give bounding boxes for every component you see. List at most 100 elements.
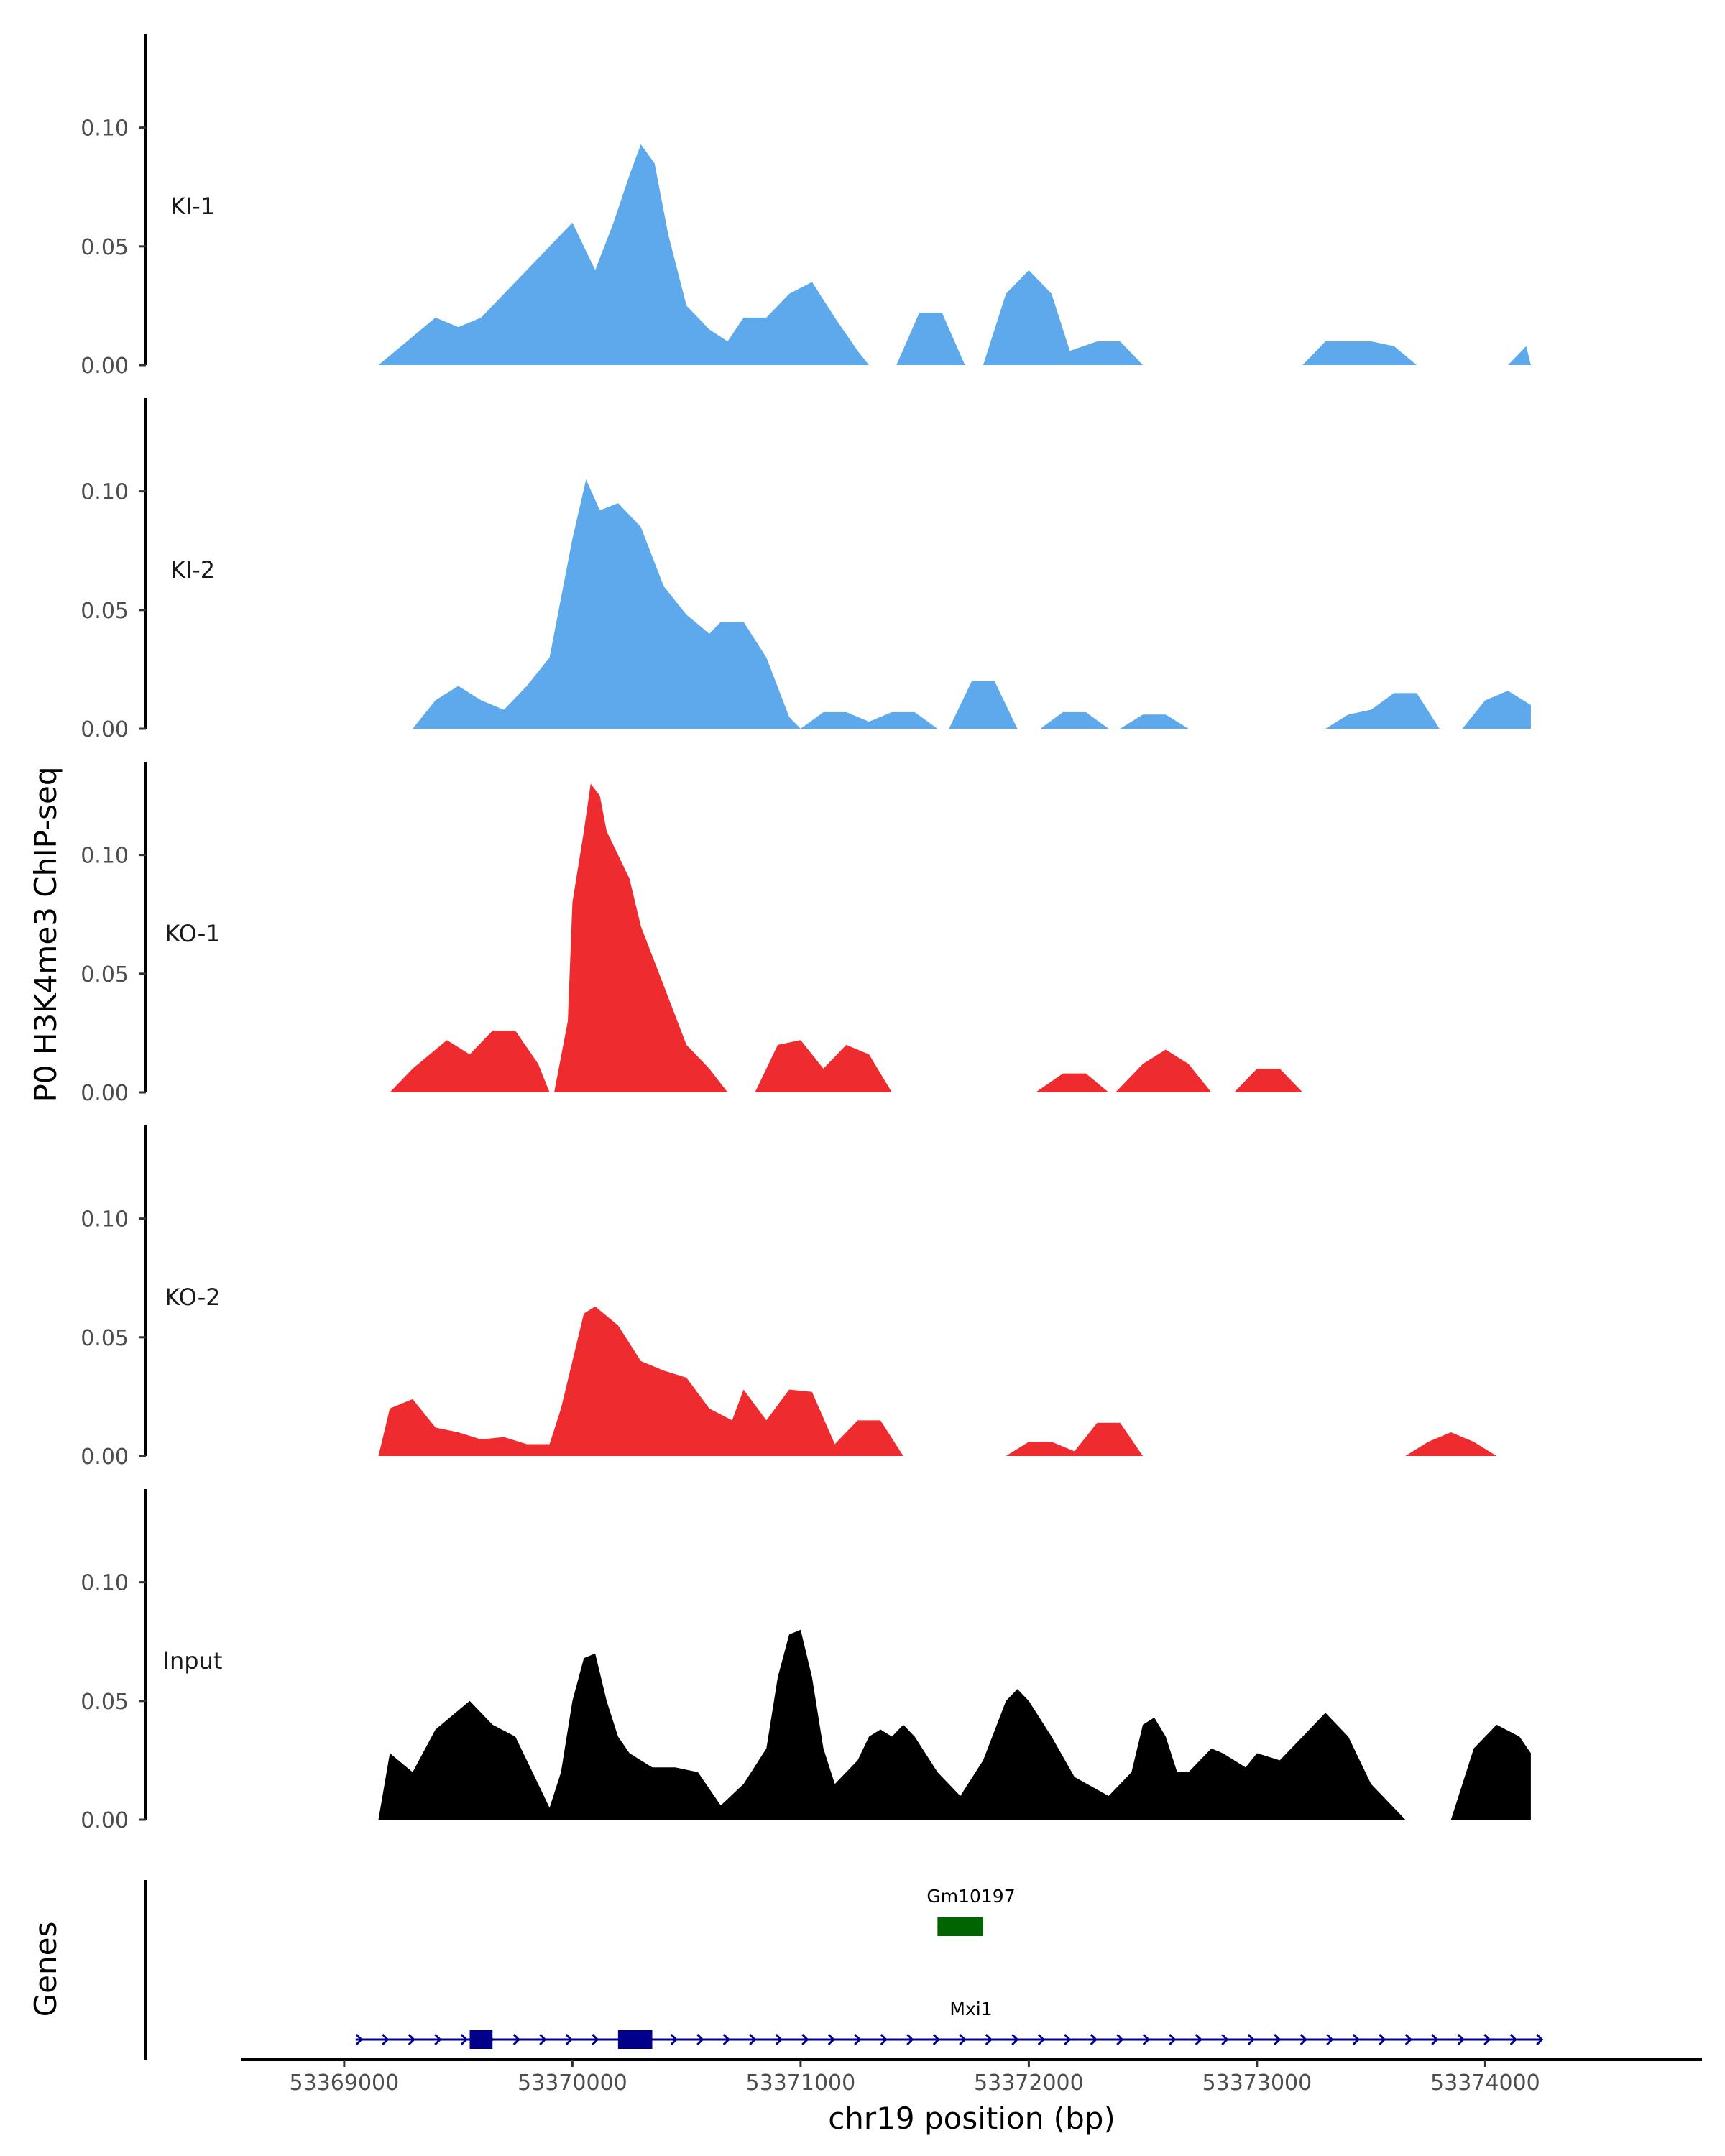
y-tick-label: 0.10: [80, 1571, 129, 1596]
genes-layer: Gm10197 Mxi1: [355, 1886, 1544, 2049]
signal-area: [378, 1306, 903, 1456]
track-label: KI-2: [170, 556, 215, 584]
strand-arrow: [985, 2033, 993, 2046]
x-ticks: 53369000 53370000 53371000 53372000 53373000…: [290, 2060, 1540, 2096]
gene-label: Mxi1: [949, 1999, 992, 2019]
exon: [617, 2030, 653, 2049]
signal-area: [1035, 1073, 1109, 1092]
strand-arrow: [1326, 2033, 1334, 2046]
signal-area: [1116, 1049, 1212, 1092]
x-tick-label: 53369000: [290, 2070, 400, 2096]
strand-arrow: [1247, 2033, 1255, 2046]
y-tick-label: 0.00: [80, 1445, 129, 1470]
strand-arrow: [1142, 2033, 1150, 2046]
signal-area: [1302, 341, 1417, 365]
y-tick-label: 0.05: [80, 962, 129, 987]
strand-arrow: [434, 2033, 442, 2046]
y-tick-label: 0.00: [80, 354, 129, 379]
track-label: KO-2: [165, 1284, 220, 1311]
signal-area: [1120, 714, 1189, 729]
track-ko-2: 0.00 0.05 0.10 KO-2: [80, 1125, 1497, 1470]
track-ko-1: 0.00 0.05 0.10 KO-1: [80, 762, 1303, 1106]
strand-arrow: [1536, 2033, 1544, 2046]
y-tick-label: 0.05: [80, 599, 129, 624]
strand-arrow: [932, 2033, 940, 2046]
strand-arrow: [565, 2033, 573, 2046]
signal-area: [554, 783, 728, 1092]
strand-arrow: [1457, 2033, 1465, 2046]
y-axis-title: P0 H3K4me3 ChIP-seq: [28, 766, 63, 1102]
y-tick-label: 0.05: [80, 1690, 129, 1715]
strand-arrow: [1169, 2033, 1177, 2046]
signal-area: [755, 1040, 892, 1092]
strand-arrow: [1404, 2033, 1412, 2046]
signal-area: [390, 1031, 550, 1092]
strand-arrow: [1195, 2033, 1202, 2046]
gene-label: Gm10197: [926, 1886, 1015, 1907]
strand-arrow: [959, 2033, 967, 2046]
strand-arrow: [1116, 2033, 1124, 2046]
track-label: KI-1: [170, 193, 215, 220]
strand-arrow: [1431, 2033, 1439, 2046]
y-tick-label: 0.05: [80, 1326, 129, 1351]
signal-area: [1234, 1069, 1303, 1092]
track-panels: 0.00 0.05 0.10 KI-1 0.00 0.05 0.10 KI-2 0.00 0.05…: [80, 34, 1531, 1833]
genes-track-label: Genes: [28, 1922, 63, 2017]
y-tick-label: 0.10: [80, 844, 129, 869]
track-label: Input: [163, 1647, 223, 1674]
strand-arrow: [880, 2033, 888, 2046]
y-tick-label: 0.00: [80, 717, 129, 742]
y-tick-label: 0.10: [80, 1207, 129, 1233]
strand-arrow: [1274, 2033, 1282, 2046]
strand-arrow: [906, 2033, 914, 2046]
x-axis: 53369000 53370000 53371000 53372000 53373000…: [242, 2058, 1702, 2136]
strand-arrow: [1011, 2033, 1019, 2046]
strand-arrow: [827, 2033, 835, 2046]
strand-arrow: [1509, 2033, 1517, 2046]
strand-arrow: [355, 2033, 363, 2046]
signal-area: [983, 270, 1144, 365]
strand-arrow: [592, 2033, 599, 2046]
x-tick-label: 53371000: [746, 2070, 856, 2096]
strand-arrow: [1352, 2033, 1360, 2046]
signal-area: [1508, 346, 1531, 365]
signal-area: [800, 711, 938, 729]
y-tick-label: 0.10: [80, 116, 129, 142]
strand-arrow: [696, 2033, 704, 2046]
signal-area: [896, 313, 965, 365]
signal-area: [1405, 1432, 1497, 1456]
strand-arrow: [1300, 2033, 1307, 2046]
signal-area: [413, 479, 801, 729]
genes-panel: Genes Gm10197 Mxi1: [28, 1880, 1544, 2060]
signal-area: [1462, 691, 1531, 729]
signal-area: [1450, 1724, 1531, 1820]
strand-arrow: [382, 2033, 390, 2046]
strand-arrow: [1379, 2033, 1386, 2046]
gene-mxi1: Mxi1: [355, 1999, 1544, 2049]
y-tick-label: 0.10: [80, 480, 129, 505]
signal-area: [1040, 711, 1109, 729]
x-axis-title: chr19 position (bp): [828, 2101, 1116, 2136]
signal-area: [1325, 693, 1440, 729]
strand-arrow: [1037, 2033, 1045, 2046]
strand-arrow: [1064, 2033, 1072, 2046]
x-tick-label: 53374000: [1430, 2070, 1540, 2096]
strand-arrow: [801, 2033, 809, 2046]
strand-arrow: [408, 2033, 415, 2046]
strand-arrow: [1221, 2033, 1229, 2046]
strand-arrow: [512, 2033, 520, 2046]
y-tick-label: 0.05: [80, 235, 129, 260]
strand-arrow: [1090, 2033, 1098, 2046]
strand-arrow: [1484, 2033, 1491, 2046]
y-tick-label: 0.00: [80, 1081, 129, 1106]
track-label: KO-1: [165, 920, 220, 947]
gene-gm10197: Gm10197: [926, 1886, 1016, 1936]
x-tick-label: 53370000: [518, 2070, 627, 2096]
signal-area: [949, 681, 1018, 729]
strand-arrow: [539, 2033, 547, 2046]
track-input: 0.00 0.05 0.10 Input: [80, 1489, 1531, 1833]
strand-arrow: [854, 2033, 862, 2046]
strand-arrow: [775, 2033, 783, 2046]
exon: [937, 1917, 983, 1936]
